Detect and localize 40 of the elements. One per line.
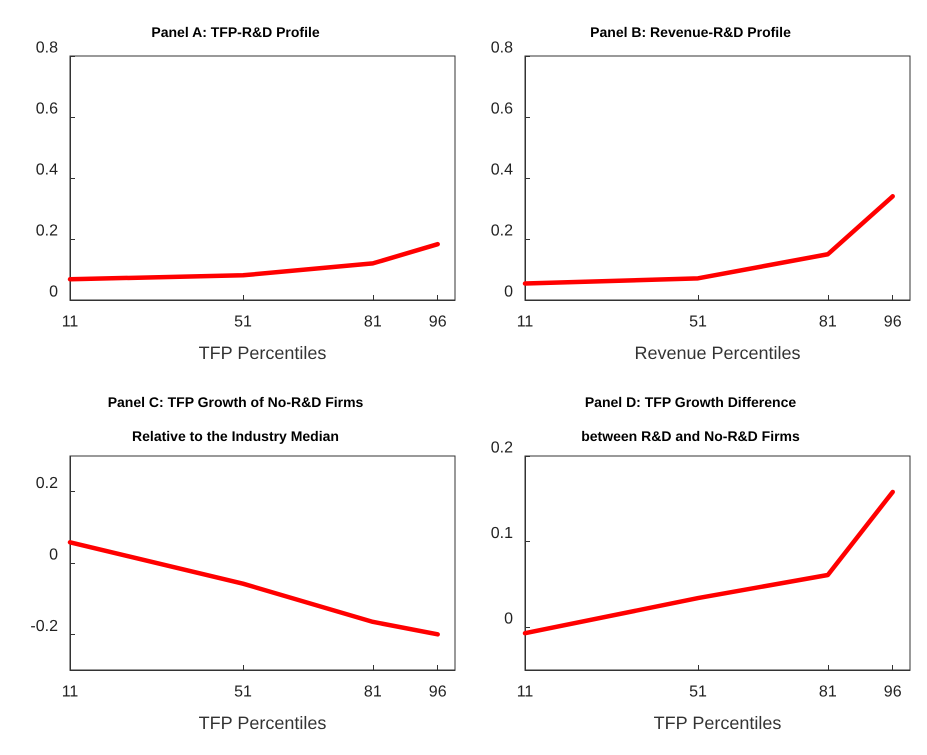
- x-tick-label: 81: [818, 684, 837, 700]
- x-tick-label: 96: [884, 684, 902, 700]
- x-tick-label: 51: [234, 684, 252, 700]
- chart-title: Panel D: TFP Growth Difference between R&D and No-R&D Firms: [581, 394, 800, 444]
- chart-title: Panel A: TFP-R&D Profile: [151, 24, 320, 40]
- y-tick-label: 0.2: [36, 222, 58, 240]
- chart-title: Panel B: Revenue-R&D Profile: [590, 24, 792, 40]
- chart-title: Panel C: TFP Growth of No-R&D Firms Relative to the Industry Median: [108, 394, 364, 444]
- x-tick-label: 81: [364, 314, 382, 330]
- y-tick-label: 0: [49, 546, 58, 564]
- x-tick-label: 11: [62, 684, 78, 700]
- x-tick-label: 96: [884, 314, 902, 330]
- y-tick-label: 0: [504, 610, 514, 628]
- y-tick-label: 0.4: [490, 162, 514, 178]
- x-tick-label: 11: [516, 684, 534, 700]
- x-axis-title: TFP Percentiles: [654, 713, 782, 733]
- y-tick-label: 0.6: [36, 100, 58, 118]
- x-axis-title: TFP Percentiles: [198, 713, 326, 733]
- x-tick-label: 11: [516, 314, 534, 330]
- y-tick-label: 0.2: [36, 475, 58, 492]
- x-axis-title: TFP Percentiles: [198, 343, 326, 363]
- y-tick-label: 0.4: [36, 162, 58, 178]
- x-tick-label: 51: [689, 684, 708, 700]
- y-tick-label: 0: [49, 284, 58, 300]
- y-tick-label: -0.2: [30, 618, 58, 635]
- x-tick-label: 81: [364, 684, 382, 700]
- x-tick-label: 96: [428, 684, 447, 700]
- y-tick-label: 0.6: [490, 100, 514, 118]
- x-tick-label: 96: [428, 314, 447, 330]
- y-tick-label: 0.1: [490, 525, 514, 542]
- y-tick-label: 0: [504, 284, 514, 300]
- y-tick-label: 0.8: [36, 40, 58, 56]
- y-tick-label: 0.2: [490, 222, 514, 240]
- x-tick-label: 51: [689, 314, 708, 330]
- x-axis-title: Revenue Percentiles: [634, 343, 801, 363]
- x-tick-label: 81: [818, 314, 837, 330]
- x-tick-label: 11: [62, 314, 78, 330]
- y-tick-label: 0.2: [490, 440, 514, 456]
- x-tick-label: 51: [234, 314, 252, 330]
- y-tick-label: 0.8: [490, 40, 514, 56]
